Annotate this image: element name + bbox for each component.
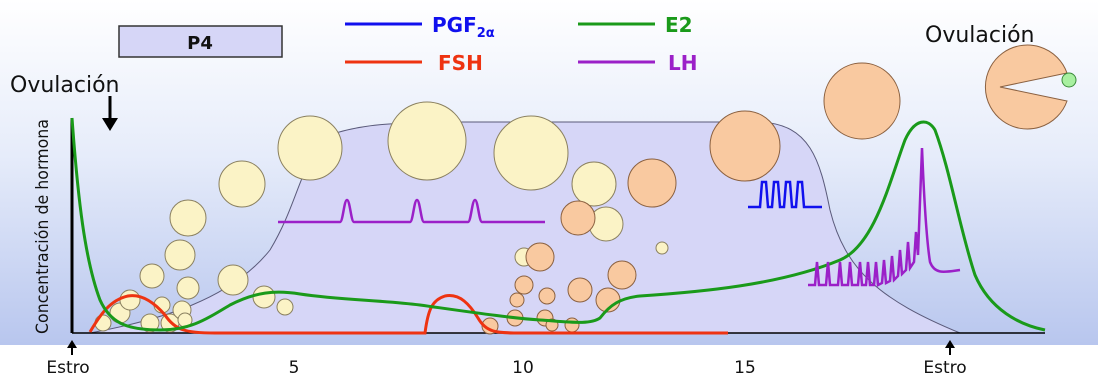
fsh-legend-label: FSH bbox=[438, 51, 483, 75]
e2-curve bbox=[70, 117, 1046, 332]
pgf-pulses bbox=[748, 180, 822, 209]
tick-label-15: 15 bbox=[734, 358, 756, 378]
estro-arrowhead-left bbox=[67, 340, 77, 348]
lh-legend-label: LH bbox=[668, 51, 697, 75]
e2-legend-label: E2 bbox=[665, 13, 693, 37]
ovulation-arrow-head bbox=[102, 118, 118, 131]
tick-label-estro-start: Estro bbox=[46, 358, 89, 378]
oocyte bbox=[1061, 72, 1077, 88]
p4-legend-box bbox=[118, 25, 283, 58]
pgf-legend-label: PGF2α bbox=[432, 13, 495, 41]
axis-label-strip bbox=[0, 345, 1098, 378]
lh-surge bbox=[808, 147, 961, 287]
fsh-curve bbox=[88, 294, 728, 335]
tick-label-estro-end: Estro bbox=[923, 358, 966, 378]
ovulating-follicle bbox=[984, 44, 1068, 130]
p4-legend-label: P4 bbox=[187, 33, 213, 54]
follicles-wave-2 bbox=[481, 62, 901, 335]
lh-pulses-luteal bbox=[278, 198, 545, 224]
y-axis-label: Concentración de hormona bbox=[33, 119, 53, 334]
estro-arrowhead-right bbox=[945, 340, 955, 348]
ovulation-label-right: Ovulación bbox=[925, 23, 1034, 48]
ovulation-label-left: Ovulación bbox=[10, 73, 119, 98]
tick-label-10: 10 bbox=[512, 358, 534, 378]
tick-label-5: 5 bbox=[289, 358, 300, 378]
